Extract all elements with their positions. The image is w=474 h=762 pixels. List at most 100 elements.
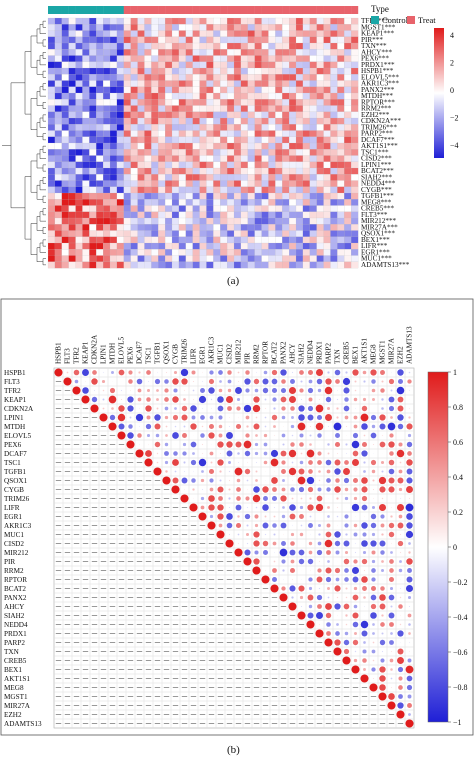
heatmap-cell xyxy=(199,167,207,175)
correlation-dot xyxy=(156,407,159,410)
heatmap-cell xyxy=(75,186,83,194)
correlation-value-mark xyxy=(64,462,71,463)
correlation-dot xyxy=(371,559,376,564)
correlation-value-mark xyxy=(109,552,116,553)
correlation-value-mark xyxy=(118,696,125,697)
correlation-value-mark xyxy=(109,633,116,634)
correlation-dot xyxy=(164,379,169,384)
correlation-value-mark xyxy=(91,561,98,562)
heatmap-cell xyxy=(123,55,131,63)
heatmap-cell xyxy=(75,161,83,169)
correlation-value-mark xyxy=(208,597,215,598)
correlation-value-mark xyxy=(163,660,170,661)
correlation-value-mark xyxy=(64,624,71,625)
heatmap-cell xyxy=(144,186,152,194)
heatmap-cell xyxy=(165,149,173,156)
correlation-dot xyxy=(164,442,169,447)
correlation-value-mark xyxy=(91,498,98,499)
correlation-dot xyxy=(145,405,152,412)
heatmap-cell xyxy=(61,17,69,25)
correlation-dot xyxy=(397,522,404,529)
heatmap-cell xyxy=(151,111,159,119)
heatmap-cell xyxy=(261,80,269,88)
heatmap-cell xyxy=(165,92,173,100)
heatmap-cell xyxy=(330,30,338,38)
heatmap-cell xyxy=(240,205,249,213)
correlation-dot xyxy=(315,611,324,620)
heatmap-cell xyxy=(165,174,173,181)
correlation-dot xyxy=(111,380,114,383)
heatmap-cell xyxy=(178,86,187,94)
heatmap-cell xyxy=(254,130,262,138)
correlation-dot xyxy=(370,432,377,439)
heatmap-cell xyxy=(302,174,311,181)
correlation-value-mark xyxy=(64,669,71,670)
heatmap-cell xyxy=(344,174,352,181)
heatmap-cell xyxy=(96,36,104,44)
heatmap-cell xyxy=(275,99,283,106)
correlation-dot xyxy=(309,569,312,572)
heatmap-cell xyxy=(61,99,69,106)
correlation-dot xyxy=(272,397,277,402)
heatmap-cell xyxy=(144,130,152,138)
heatmap-cell xyxy=(171,117,180,125)
correlation-dot xyxy=(244,549,251,556)
heatmap-cell xyxy=(295,49,304,56)
heatmap-cell xyxy=(309,99,317,106)
correlation-dot xyxy=(307,369,314,376)
correlation-dot xyxy=(334,468,341,475)
correlation-value-mark xyxy=(82,678,89,679)
heatmap-cell xyxy=(351,24,359,31)
correlation-dot xyxy=(316,495,323,502)
correlation-dot xyxy=(183,398,186,401)
correlation-value-mark xyxy=(163,525,170,526)
correlation-dot xyxy=(360,413,369,422)
heatmap-cell xyxy=(220,155,228,163)
correlation-value-mark xyxy=(253,588,260,589)
correlation-dot xyxy=(315,368,324,377)
correlation-dot xyxy=(271,495,278,502)
correlation-value-mark xyxy=(217,678,224,679)
correlation-value-mark xyxy=(55,579,62,580)
heatmap-cell xyxy=(268,211,276,219)
heatmap-cell xyxy=(96,230,104,238)
correlation-value-mark xyxy=(352,678,359,679)
gene-label: MUC1*** xyxy=(361,255,392,263)
heatmap-cell xyxy=(96,49,104,56)
heatmap-cell xyxy=(344,61,352,69)
heatmap-cell xyxy=(337,42,345,50)
heatmap-cell xyxy=(171,205,180,213)
correlation-dot xyxy=(180,368,189,377)
correlation-dot xyxy=(218,415,223,420)
correlation-dot xyxy=(362,397,367,402)
correlation-dot xyxy=(372,443,375,446)
correlation-value-mark xyxy=(118,453,125,454)
heatmap-cell xyxy=(227,192,235,200)
heatmap-cell xyxy=(123,186,131,194)
heatmap-cell xyxy=(220,242,228,250)
correlation-dot xyxy=(183,389,186,392)
correlation-value-mark xyxy=(109,615,116,616)
heatmap-cell xyxy=(151,49,159,56)
heatmap-cell xyxy=(309,55,317,63)
correlation-dot xyxy=(406,684,413,691)
correlation-value-mark xyxy=(145,678,152,679)
correlation-dot xyxy=(282,569,285,572)
heatmap-cell xyxy=(89,99,97,106)
heatmap-cell xyxy=(130,149,138,156)
heatmap-cell xyxy=(171,92,180,100)
heatmap-cell xyxy=(130,86,138,94)
heatmap-cell xyxy=(344,211,352,219)
correlation-dot xyxy=(309,425,312,428)
heatmap-cell xyxy=(158,124,166,131)
correlation-dot xyxy=(387,422,396,431)
heatmap-cell xyxy=(275,224,283,231)
heatmap-cell xyxy=(344,242,352,250)
heatmap-cell xyxy=(144,124,152,131)
correlation-value-mark xyxy=(271,678,278,679)
heatmap-cell xyxy=(68,30,76,38)
correlation-value-mark xyxy=(190,552,197,553)
heatmap-cell xyxy=(247,186,255,194)
heatmap-cell xyxy=(123,124,131,131)
correlation-value-mark xyxy=(64,561,71,562)
